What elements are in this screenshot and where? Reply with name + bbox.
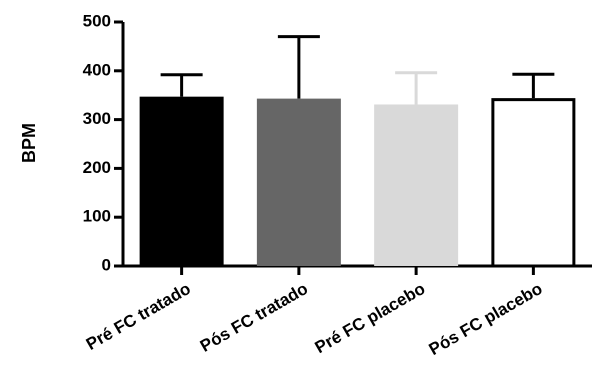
x-tick-label: Pós FC tratado [197, 279, 311, 356]
y-tick-label: 0 [102, 255, 111, 274]
x-tick-label: Pós FC placebo [426, 279, 546, 359]
bar [491, 98, 576, 268]
y-axis-title: BPM [19, 123, 39, 163]
bar [139, 96, 224, 266]
y-axis: 0 100 200 300 400 500 [83, 11, 125, 274]
bar [256, 98, 341, 266]
bars [139, 35, 576, 268]
x-tick-label: Pré FC placebo [312, 279, 429, 357]
bar [374, 104, 459, 266]
y-tick-label: 100 [83, 207, 111, 226]
y-tick-label: 400 [83, 60, 111, 79]
x-axis: Pré FC tratado Pós FC tratado Pré FC place… [83, 264, 592, 359]
x-tick-label: Pré FC tratado [83, 279, 194, 354]
y-tick-label: 500 [83, 11, 111, 30]
y-tick-label: 200 [83, 158, 111, 177]
y-tick-label: 300 [83, 109, 111, 128]
